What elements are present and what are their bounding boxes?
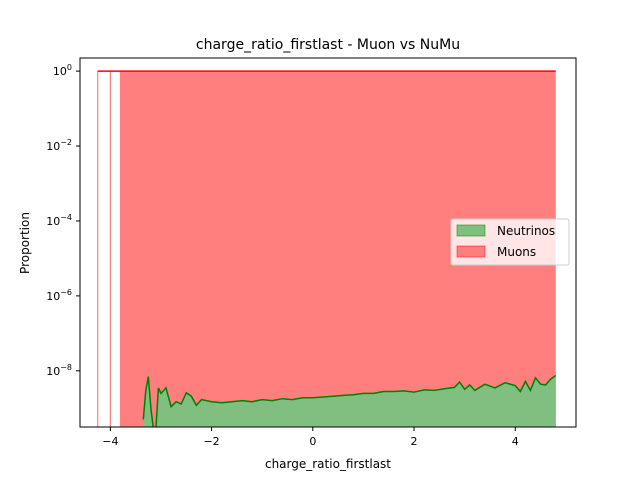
- x-tick-label-1: −2: [203, 435, 219, 448]
- x-tick-label-4: 4: [512, 435, 519, 448]
- x-axis-label: charge_ratio_firstlast: [265, 457, 391, 471]
- legend-swatch-muons: [456, 245, 486, 258]
- legend: Neutrinos Muons: [450, 218, 570, 266]
- x-tick-label-0: −4: [102, 435, 118, 448]
- legend-label-neutrinos: Neutrinos: [497, 224, 555, 238]
- y-tick-label-4: 10−8: [46, 363, 72, 378]
- y-axis: 100 10−2 10−4 10−6 10−8: [46, 63, 80, 378]
- x-tick-label-2: 0: [309, 435, 316, 448]
- chart-title: charge_ratio_firstlast - Muon vs NuMu: [196, 37, 460, 53]
- x-axis: −4 −2 0 2 4: [102, 427, 519, 448]
- y-tick-label-1: 10−2: [46, 138, 72, 153]
- plot-frame: [79, 57, 577, 428]
- x-tick-label-3: 2: [411, 435, 418, 448]
- y-tick-label-2: 10−4: [46, 213, 72, 228]
- neutrinos-series: [142, 374, 557, 427]
- y-tick-label-3: 10−6: [46, 288, 72, 303]
- y-tick-label-0: 100: [53, 63, 72, 78]
- legend-swatch-neutrinos: [456, 224, 486, 237]
- y-axis-label: Proportion: [18, 212, 32, 274]
- neutrinos-line: [142, 374, 557, 427]
- legend-label-muons: Muons: [497, 245, 536, 259]
